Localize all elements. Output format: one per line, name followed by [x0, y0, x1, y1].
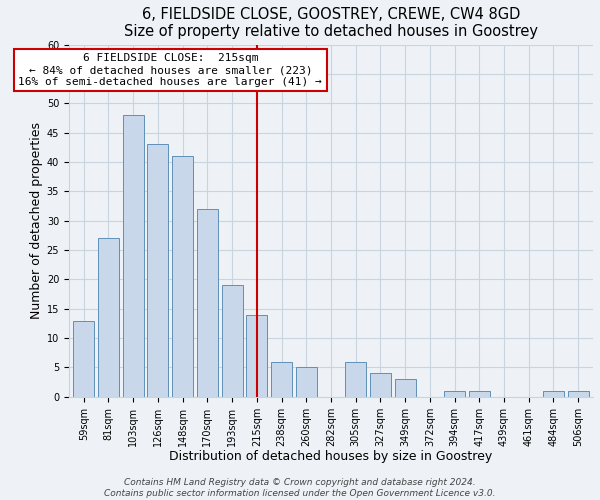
Bar [469, 391, 490, 397]
Bar [543, 391, 564, 397]
Bar [345, 362, 366, 397]
Bar [370, 374, 391, 397]
Bar [296, 368, 317, 397]
Bar [444, 391, 465, 397]
Bar [73, 320, 94, 397]
Bar [568, 391, 589, 397]
Bar [246, 314, 268, 397]
Bar [197, 209, 218, 397]
Bar [271, 362, 292, 397]
Text: Contains HM Land Registry data © Crown copyright and database right 2024.
Contai: Contains HM Land Registry data © Crown c… [104, 478, 496, 498]
Bar [221, 286, 242, 397]
Bar [172, 156, 193, 397]
Bar [122, 115, 143, 397]
Bar [148, 144, 169, 397]
Text: 6 FIELDSIDE CLOSE:  215sqm
← 84% of detached houses are smaller (223)
16% of sem: 6 FIELDSIDE CLOSE: 215sqm ← 84% of detac… [19, 54, 322, 86]
Y-axis label: Number of detached properties: Number of detached properties [29, 122, 43, 319]
Bar [98, 238, 119, 397]
Bar [395, 379, 416, 397]
Title: 6, FIELDSIDE CLOSE, GOOSTREY, CREWE, CW4 8GD
Size of property relative to detach: 6, FIELDSIDE CLOSE, GOOSTREY, CREWE, CW4… [124, 7, 538, 40]
X-axis label: Distribution of detached houses by size in Goostrey: Distribution of detached houses by size … [169, 450, 493, 463]
